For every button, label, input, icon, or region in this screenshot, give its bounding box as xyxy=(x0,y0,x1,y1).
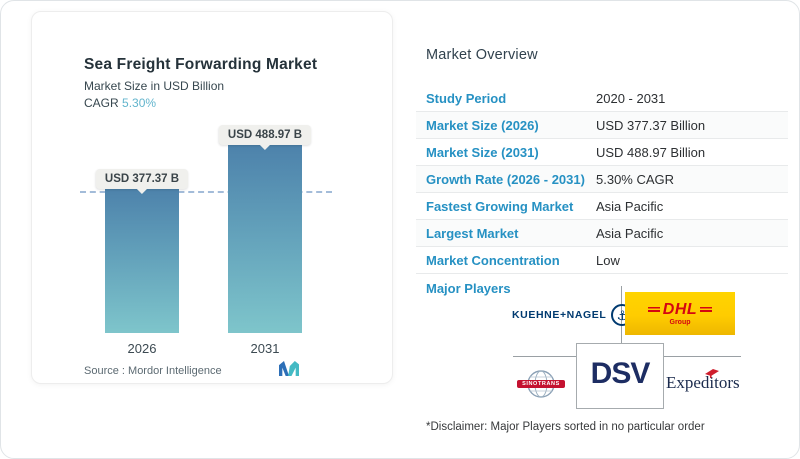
source-label: Source : xyxy=(84,365,125,377)
connector-line-right xyxy=(664,356,741,357)
table-row-fastest-growing-market: Fastest Growing Market Asia Pacific xyxy=(416,193,788,220)
table-row-market-size-2026: Market Size (2026) USD 377.37 Billion xyxy=(416,112,788,139)
chart-title: Sea Freight Forwarding Market xyxy=(84,56,318,73)
row-label: Market Concentration xyxy=(426,252,560,268)
dhl-stripe-icon xyxy=(700,307,713,312)
source-value: Mordor Intelligence xyxy=(128,365,222,377)
row-label: Study Period xyxy=(426,90,507,106)
row-value: 2020 - 2031 xyxy=(596,90,666,106)
table-row-market-concentration: Market Concentration Low xyxy=(416,247,788,274)
chart-subtitle: Market Size in USD Billion xyxy=(84,79,225,93)
sinotrans-logo: SINOTRANS xyxy=(517,370,565,398)
expeditors-logo: Expeditors xyxy=(666,369,740,393)
dhl-logo: DHL Group xyxy=(625,292,735,335)
kuehne-nagel-wordmark: KUEHNE+NAGEL xyxy=(512,309,607,321)
overview-table: Study Period 2020 - 2031 Market Size (20… xyxy=(416,85,788,274)
source-attribution: Source : Mordor Intelligence xyxy=(84,365,222,377)
row-value: Asia Pacific xyxy=(596,225,664,241)
row-label: Growth Rate (2026 - 2031) xyxy=(426,171,585,187)
sinotrans-wordmark: SINOTRANS xyxy=(517,380,565,388)
row-value: USD 488.97 Billion xyxy=(596,144,706,160)
row-value: 5.30% CAGR xyxy=(596,171,675,187)
dsv-wordmark: DSV xyxy=(590,357,651,390)
dhl-wordmark: DHL xyxy=(662,300,698,318)
bar-value-label-2031: USD 488.97 B xyxy=(218,125,312,145)
dsv-logo-frame xyxy=(576,343,664,409)
x-axis-label-2031: 2031 xyxy=(250,341,280,356)
row-label: Market Size (2026) xyxy=(426,117,539,133)
dhl-group-text: Group xyxy=(669,318,691,326)
market-size-chart-card: Sea Freight Forwarding Market Market Siz… xyxy=(31,11,393,384)
cagr-value: 5.30% xyxy=(122,96,157,110)
bar-2031 xyxy=(228,145,302,333)
row-value: Asia Pacific xyxy=(596,198,664,214)
bar-value-label-2026: USD 377.37 B xyxy=(95,169,189,189)
row-label: Fastest Growing Market xyxy=(426,198,574,214)
row-value: Low xyxy=(596,252,620,268)
connector-line-left xyxy=(513,356,576,357)
cagr-label: CAGR xyxy=(84,96,119,110)
kuehne-nagel-logo: KUEHNE+NAGEL ⚓ xyxy=(512,304,634,326)
row-value: USD 377.37 Billion xyxy=(596,117,706,133)
expeditors-wordmark: Expeditors xyxy=(666,373,740,392)
major-players-label: Major Players xyxy=(426,281,511,296)
flag-icon xyxy=(705,369,719,378)
table-row-market-size-2031: Market Size (2031) USD 488.97 Billion xyxy=(416,139,788,166)
dhl-wordmark-row: DHL xyxy=(647,300,713,318)
overview-heading: Market Overview xyxy=(426,47,538,63)
x-axis-label-2026: 2026 xyxy=(127,341,157,356)
bar-2026 xyxy=(105,188,179,333)
row-label: Largest Market xyxy=(426,225,519,241)
row-label: Market Size (2031) xyxy=(426,144,539,160)
dhl-stripe-icon xyxy=(647,307,660,312)
chart-cagr: CAGR 5.30% xyxy=(84,96,156,110)
disclaimer-text: *Disclaimer: Major Players sorted in no … xyxy=(426,421,705,433)
table-row-growth-rate: Growth Rate (2026 - 2031) 5.30% CAGR xyxy=(416,166,788,193)
mordor-intelligence-logo-icon xyxy=(279,361,299,381)
table-row-largest-market: Largest Market Asia Pacific xyxy=(416,220,788,247)
table-row-study-period: Study Period 2020 - 2031 xyxy=(416,85,788,112)
reference-dashed-line xyxy=(80,191,332,193)
